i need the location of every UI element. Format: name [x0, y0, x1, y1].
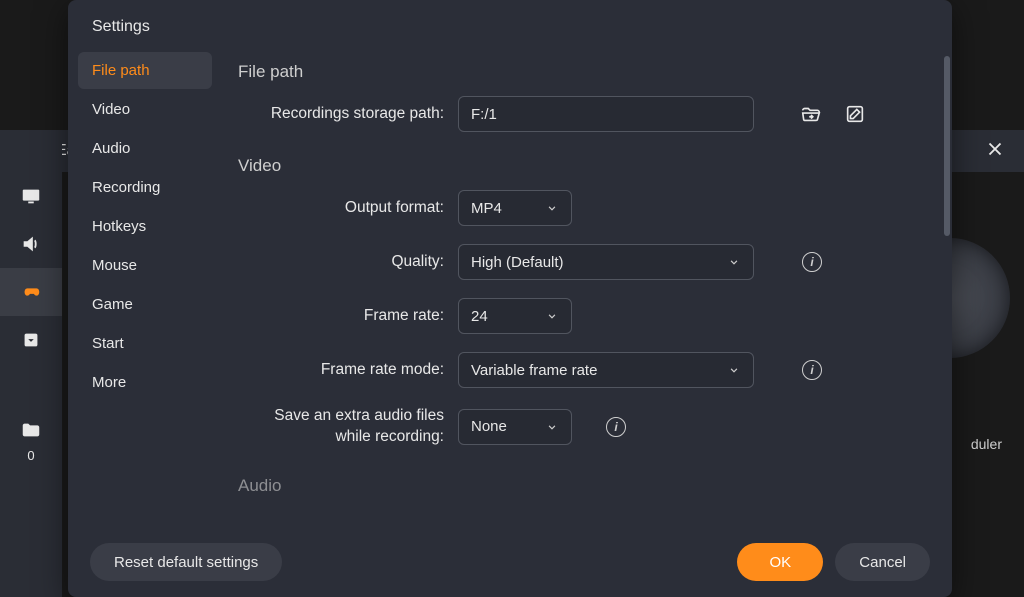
- select-extra-audio[interactable]: None: [458, 409, 572, 445]
- nav-item-game[interactable]: Game: [78, 286, 212, 323]
- row-quality: Quality: High (Default) i: [238, 244, 930, 280]
- select-output-format-value: MP4: [471, 200, 502, 217]
- select-output-format[interactable]: MP4: [458, 190, 572, 226]
- select-frame-rate[interactable]: 24: [458, 298, 572, 334]
- info-frame-rate-mode[interactable]: i: [802, 360, 822, 380]
- close-icon: [984, 138, 1006, 160]
- select-quality-value: High (Default): [471, 254, 564, 271]
- row-extra-audio: Save an extra audio files while recordin…: [238, 406, 930, 448]
- chevron-down-icon: [727, 363, 741, 377]
- nav-item-video[interactable]: Video: [78, 91, 212, 128]
- chevron-down-icon: [727, 255, 741, 269]
- label-frame-rate-mode: Frame rate mode:: [238, 360, 444, 381]
- caret-down-box-icon: [20, 329, 42, 351]
- edit-icon: [844, 103, 866, 125]
- info-extra-audio[interactable]: i: [606, 417, 626, 437]
- settings-nav: File path Video Audio Recording Hotkeys …: [68, 44, 216, 527]
- info-quality[interactable]: i: [802, 252, 822, 272]
- ok-button[interactable]: OK: [737, 543, 823, 581]
- speaker-icon: [20, 233, 42, 255]
- settings-content: File path Recordings storage path: Video…: [216, 44, 952, 527]
- section-title-file-path: File path: [238, 62, 930, 82]
- select-quality[interactable]: High (Default): [458, 244, 754, 280]
- settings-modal: Settings File path Video Audio Recording…: [68, 0, 952, 597]
- label-quality: Quality:: [238, 252, 444, 273]
- section-title-audio-peek: Audio: [238, 476, 930, 496]
- row-frame-rate: Frame rate: 24: [238, 298, 930, 334]
- modal-footer: Reset default settings OK Cancel: [68, 527, 952, 597]
- open-folder-button[interactable]: [796, 99, 826, 129]
- chevron-down-icon: [545, 420, 559, 434]
- edit-path-button[interactable]: [840, 99, 870, 129]
- nav-item-recording[interactable]: Recording: [78, 169, 212, 206]
- bg-sidebar-audio[interactable]: [0, 220, 62, 268]
- row-storage-path: Recordings storage path:: [238, 96, 930, 132]
- bg-sidebar-screen[interactable]: [0, 172, 62, 220]
- row-output-format: Output format: MP4: [238, 190, 930, 226]
- nav-item-hotkeys[interactable]: Hotkeys: [78, 208, 212, 245]
- nav-item-audio[interactable]: Audio: [78, 130, 212, 167]
- chevron-down-icon: [545, 201, 559, 215]
- select-extra-audio-value: None: [471, 418, 507, 435]
- row-frame-rate-mode: Frame rate mode: Variable frame rate i: [238, 352, 930, 388]
- select-frame-rate-value: 24: [471, 308, 488, 325]
- select-frame-rate-mode-value: Variable frame rate: [471, 362, 597, 379]
- folder-icon: [20, 419, 42, 441]
- folder-open-icon: [800, 103, 822, 125]
- label-frame-rate: Frame rate:: [238, 306, 444, 327]
- modal-title: Settings: [68, 0, 952, 44]
- bg-scheduler-label: duler: [971, 436, 1002, 452]
- bg-sidebar-folder[interactable]: [0, 406, 62, 454]
- modal-body: File path Video Audio Recording Hotkeys …: [68, 44, 952, 527]
- label-storage-path: Recordings storage path:: [238, 104, 444, 125]
- gamepad-icon: [20, 281, 42, 303]
- bg-sidebar-game[interactable]: [0, 268, 62, 316]
- bg-sidebar-count: 0: [0, 448, 62, 463]
- input-storage-path[interactable]: [458, 96, 754, 132]
- select-frame-rate-mode[interactable]: Variable frame rate: [458, 352, 754, 388]
- bg-sidebar-more[interactable]: [0, 316, 62, 364]
- label-output-format: Output format:: [238, 198, 444, 219]
- nav-item-file-path[interactable]: File path: [78, 52, 212, 89]
- section-title-video: Video: [238, 156, 930, 176]
- cancel-button[interactable]: Cancel: [835, 543, 930, 581]
- nav-item-mouse[interactable]: Mouse: [78, 247, 212, 284]
- reset-defaults-button[interactable]: Reset default settings: [90, 543, 282, 581]
- bg-app-close-button[interactable]: [984, 138, 1006, 165]
- nav-item-more[interactable]: More: [78, 364, 212, 401]
- label-extra-audio: Save an extra audio files while recordin…: [238, 406, 444, 448]
- scrollbar-thumb[interactable]: [944, 56, 950, 236]
- bg-app-sidebar: 0: [0, 130, 62, 597]
- nav-item-start[interactable]: Start: [78, 325, 212, 362]
- monitor-icon: [20, 185, 42, 207]
- chevron-down-icon: [545, 309, 559, 323]
